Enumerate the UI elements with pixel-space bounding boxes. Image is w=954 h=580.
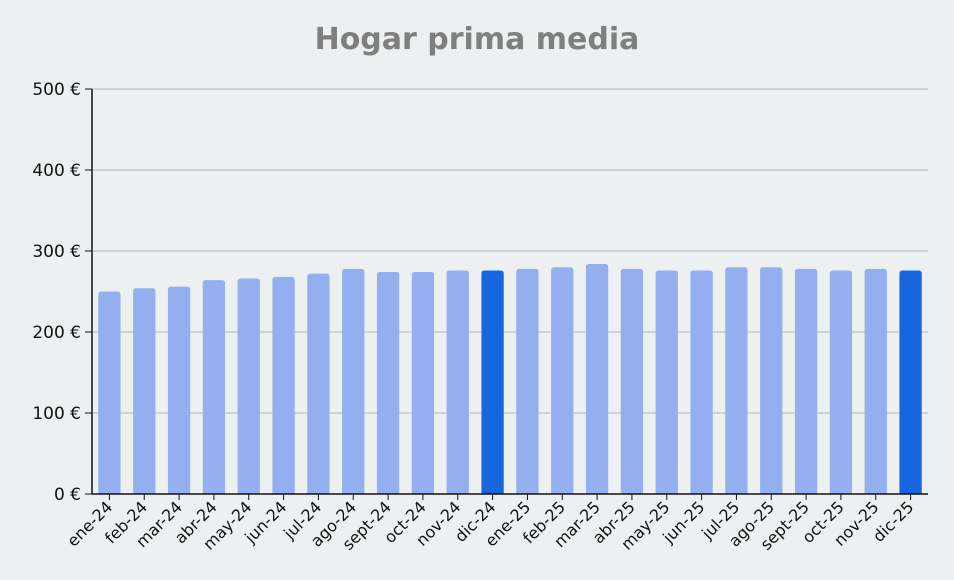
bar-ago-25 bbox=[760, 267, 783, 494]
bar-dic-25 bbox=[899, 270, 922, 494]
bar-jun-24 bbox=[272, 276, 295, 494]
bar-abr-25 bbox=[620, 268, 644, 494]
bar-sept-25 bbox=[794, 268, 818, 494]
bar-abr-24 bbox=[202, 280, 226, 494]
bar-oct-25 bbox=[829, 270, 853, 494]
y-tick-label: 200 € bbox=[32, 323, 81, 343]
y-tick-label: 0 € bbox=[54, 485, 81, 505]
bar-nov-25 bbox=[864, 268, 887, 494]
bar-mar-25 bbox=[585, 263, 609, 494]
y-tick-label: 300 € bbox=[32, 242, 81, 262]
bar-dic-24 bbox=[481, 270, 504, 494]
bar-sept-24 bbox=[376, 272, 400, 494]
y-tick-label: 100 € bbox=[32, 404, 81, 424]
y-tick-label: 500 € bbox=[32, 80, 81, 100]
chart-title: Hogar prima media bbox=[314, 22, 640, 57]
bar-ago-24 bbox=[342, 268, 365, 494]
bar-ene-25 bbox=[516, 268, 539, 494]
bar-jun-25 bbox=[690, 270, 713, 494]
bar-jul-25 bbox=[725, 267, 748, 494]
bar-may-24 bbox=[237, 278, 260, 494]
y-tick-label: 400 € bbox=[32, 161, 81, 181]
bar-oct-24 bbox=[411, 272, 435, 494]
bar-mar-24 bbox=[167, 286, 191, 494]
bar-feb-25 bbox=[551, 267, 574, 494]
bar-jul-24 bbox=[307, 273, 330, 494]
bar-nov-24 bbox=[446, 270, 469, 494]
bar-may-25 bbox=[655, 270, 678, 494]
bar-feb-24 bbox=[133, 288, 156, 494]
bar-ene-24 bbox=[98, 291, 121, 494]
